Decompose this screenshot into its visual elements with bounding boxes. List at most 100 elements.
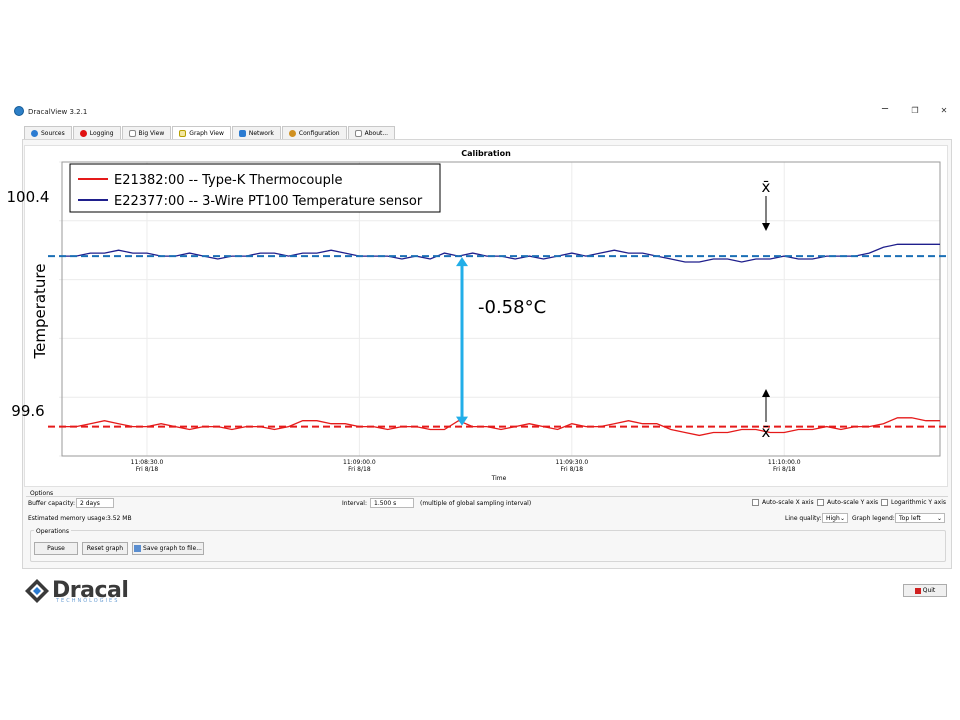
line-quality-value: High xyxy=(826,514,840,522)
series-line-1 xyxy=(62,243,940,263)
tab-bar: Sources Logging Big View Graph View Netw… xyxy=(24,126,396,140)
log-y-checkbox[interactable]: Logarithmic Y axis xyxy=(881,499,946,506)
tab-label: Logging xyxy=(89,129,114,137)
graph-legend-value: Top left xyxy=(899,514,921,522)
sources-icon xyxy=(31,129,38,137)
network-icon xyxy=(238,129,246,137)
x-tick-day: Fri 8/18 xyxy=(348,466,371,473)
dracal-logo-text: Dracal xyxy=(52,578,129,603)
x-tick-day: Fri 8/18 xyxy=(773,466,796,473)
interval-hint: (multiple of global sampling interval) xyxy=(420,500,532,507)
tab-label: Big View xyxy=(138,129,165,137)
tab-about[interactable]: About... xyxy=(347,126,396,139)
grid-lines xyxy=(59,161,940,457)
tab-configuration[interactable]: Configuration xyxy=(281,126,347,139)
operations-title: Operations xyxy=(34,528,71,535)
y-axis-label: Temperature xyxy=(31,263,49,359)
interval-label: Interval: xyxy=(342,500,367,507)
line-quality-label: Line quality: xyxy=(785,515,822,522)
tab-label: Sources xyxy=(41,129,65,137)
checkbox-box[interactable] xyxy=(817,499,824,506)
quit-icon xyxy=(914,587,921,594)
autoscale-x-checkbox[interactable]: Auto-scale X axis xyxy=(752,499,814,506)
quit-button[interactable]: Quit xyxy=(903,584,947,597)
gear-icon xyxy=(288,129,296,137)
mean-symbol-bottom: x̄ xyxy=(762,423,771,441)
window-title: DracalView 3.2.1 xyxy=(28,108,88,116)
buffer-capacity-value: 2 days xyxy=(80,499,100,507)
checkbox-label: Auto-scale Y axis xyxy=(827,499,879,506)
mean-pointer-top-head xyxy=(762,223,770,231)
graph-legend-select[interactable]: Top left ⌄ xyxy=(895,513,945,523)
info-icon xyxy=(354,129,362,137)
mean-symbol-top: x̄ xyxy=(762,178,771,196)
mean-lines xyxy=(48,255,946,428)
dracal-logo-icon xyxy=(25,579,49,603)
difference-arrowhead-bottom xyxy=(456,416,468,426)
autoscale-y-checkbox[interactable]: Auto-scale Y axis xyxy=(817,499,878,506)
tab-label: Graph View xyxy=(189,130,224,137)
tab-label: About... xyxy=(364,129,389,137)
interval-spinbox[interactable]: 1.500 s xyxy=(370,498,414,508)
options-title: Options xyxy=(30,490,54,497)
graph-legend-label: Graph legend: xyxy=(852,515,895,522)
annotations: -0.58°C x̄ x̄ xyxy=(456,178,771,441)
pause-button[interactable]: Pause xyxy=(34,542,78,555)
checkbox-box[interactable] xyxy=(881,499,888,506)
options-divider xyxy=(26,496,948,497)
plot-frame xyxy=(61,161,941,457)
buffer-capacity-spinbox[interactable]: 2 days xyxy=(76,498,114,508)
y-value-label-bottom: 99.6 xyxy=(11,402,44,420)
interval-value: 1.500 s xyxy=(374,499,397,507)
series-layer xyxy=(62,243,940,437)
graph-icon xyxy=(179,130,187,137)
y-value-label-top: 100.4 xyxy=(7,188,50,206)
legend-entry-pt100: E22377:00 -- 3-Wire PT100 Temperature se… xyxy=(114,194,423,209)
checkbox-label: Auto-scale X axis xyxy=(762,499,814,506)
line-quality-select[interactable]: High ⌄ xyxy=(822,513,848,523)
difference-label: -0.58°C xyxy=(478,297,546,318)
chevron-down-icon: ⌄ xyxy=(839,514,845,522)
close-button[interactable]: ✕ xyxy=(940,106,948,115)
tab-graph-view[interactable]: Graph View xyxy=(172,126,231,140)
chevron-down-icon: ⌄ xyxy=(936,514,942,522)
save-graph-button[interactable]: Save graph to file... xyxy=(132,542,204,555)
x-tick-time: 11:09:30.0 xyxy=(555,459,588,466)
tab-big-view[interactable]: Big View xyxy=(121,126,172,139)
mean-pointer-bottom-head xyxy=(762,389,770,397)
legend: E21382:00 -- Type-K Thermocouple E22377:… xyxy=(69,163,441,213)
x-axis-label: Time xyxy=(491,475,507,482)
x-tick-day: Fri 8/18 xyxy=(136,466,159,473)
minimize-button[interactable]: ─ xyxy=(881,104,889,115)
tab-sources[interactable]: Sources xyxy=(24,126,72,139)
legend-box xyxy=(69,163,441,213)
x-tick-day: Fri 8/18 xyxy=(561,466,584,473)
x-tick-time: 11:09:00.0 xyxy=(343,459,376,466)
memory-value: 3.52 MB xyxy=(107,515,132,522)
record-icon xyxy=(79,129,87,137)
chart-title: Calibration xyxy=(461,149,511,158)
tab-logging[interactable]: Logging xyxy=(72,126,121,139)
reset-graph-button[interactable]: Reset graph xyxy=(82,542,128,555)
x-tick-time: 11:08:30.0 xyxy=(131,459,164,466)
checkbox-label: Logarithmic Y axis xyxy=(891,499,946,506)
save-graph-label: Save graph to file... xyxy=(143,545,202,552)
difference-arrowhead-top xyxy=(456,257,468,267)
dracal-logo-subtext: TECHNOLOGIES xyxy=(56,598,120,604)
x-tick-time: 11:10:00.0 xyxy=(768,459,801,466)
legend-entry-thermocouple: E21382:00 -- Type-K Thermocouple xyxy=(114,173,342,188)
checkbox-box[interactable] xyxy=(752,499,759,506)
memory-label: Estimated memory usage: xyxy=(28,515,108,522)
quit-label: Quit xyxy=(922,587,936,594)
tab-label: Configuration xyxy=(298,129,340,137)
tab-label: Network xyxy=(248,129,274,137)
save-icon xyxy=(134,545,142,552)
restore-button[interactable]: ❐ xyxy=(911,106,919,115)
tab-network[interactable]: Network xyxy=(231,126,281,139)
operations-group xyxy=(30,530,946,562)
app-icon xyxy=(14,106,24,116)
bigview-icon xyxy=(128,129,136,137)
buffer-capacity-label: Buffer capacity: xyxy=(28,500,76,507)
